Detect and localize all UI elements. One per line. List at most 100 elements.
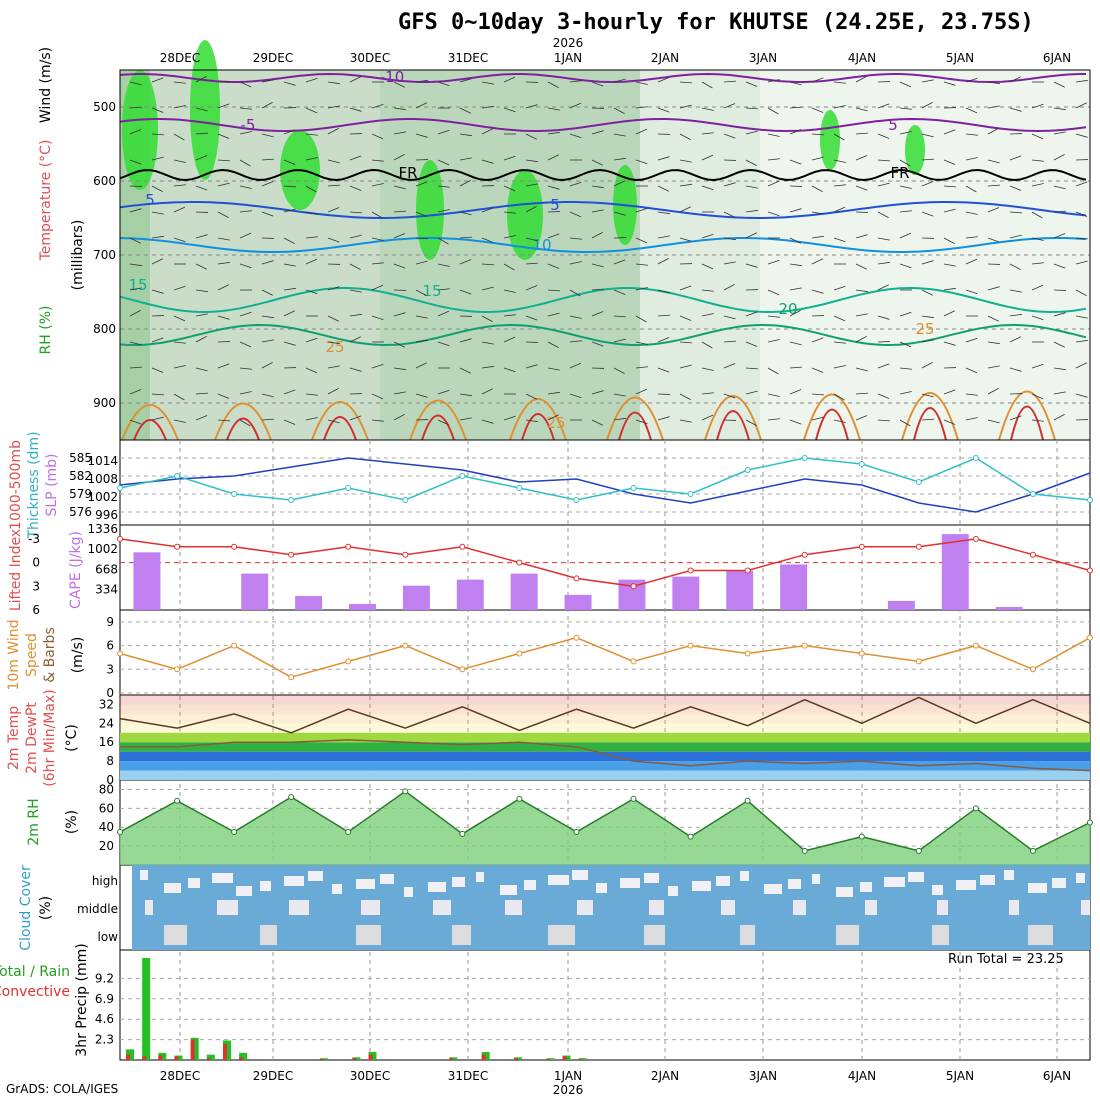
lifted-index-line-point	[459, 543, 466, 550]
rh-line-point	[744, 797, 751, 804]
wind-barb	[459, 338, 472, 343]
wind-barb	[943, 263, 956, 267]
rh-line-point	[573, 828, 580, 835]
wind-barb	[591, 185, 604, 189]
isotherm-hot-line	[716, 410, 750, 441]
isotherm-line	[119, 201, 1087, 219]
wind-barb	[569, 261, 582, 265]
temp-color-band	[120, 732, 1090, 743]
thickness-series-line-point	[516, 485, 523, 491]
contour-label: 25	[915, 320, 934, 338]
wind-barb	[283, 287, 296, 291]
cloud-gap-high	[500, 885, 517, 895]
precip-ylabel-3: Convective	[0, 984, 70, 1000]
wind-barb	[591, 232, 603, 239]
wind-barb	[1009, 313, 1022, 317]
rh-line-point	[345, 828, 352, 835]
wind-barb	[745, 232, 757, 239]
wind-barb	[217, 284, 229, 291]
wind-barb	[437, 159, 450, 166]
wind-speed-line-point	[801, 642, 808, 649]
wind-barb	[921, 211, 934, 217]
wind-barb	[261, 315, 274, 319]
wind-barb	[261, 339, 274, 343]
wind-barb	[701, 341, 713, 349]
t2m-ylabel-2: 2m DewPt	[24, 702, 40, 774]
chart-title: GFS 0~10day 3-hourly for KHUTSE (24.25E,…	[398, 10, 1034, 35]
pressure-tick-label: 800	[93, 322, 116, 336]
wind-barb	[569, 289, 581, 297]
li-tick-label: 3	[32, 579, 40, 593]
wind-barb	[899, 391, 912, 395]
wind-barb	[833, 285, 846, 291]
precip-total-bar	[239, 1052, 248, 1060]
wind-barb	[151, 77, 164, 83]
wind-barb	[481, 388, 493, 395]
wind-barb	[349, 155, 362, 161]
temp-color-band	[120, 770, 1090, 780]
wind-barb	[547, 414, 559, 421]
wind-barb	[129, 389, 142, 395]
isotherm-hot-line	[913, 407, 947, 441]
isotherm-warm-line	[901, 392, 959, 441]
wind-barb	[261, 393, 274, 398]
wind-barb	[503, 263, 515, 271]
wind-barb	[987, 388, 999, 395]
cloud-gap-middle	[289, 900, 309, 915]
wind-barb	[261, 289, 273, 296]
wind-barb	[129, 159, 142, 165]
wind-barb	[547, 81, 559, 88]
wind-barb	[459, 211, 472, 216]
cape-bar	[887, 600, 915, 610]
wind-barb	[1009, 234, 1022, 239]
wind-barb	[151, 156, 164, 161]
thickness-series-line-point	[801, 455, 808, 461]
wind-barb	[679, 104, 692, 109]
wind-barb	[679, 183, 692, 187]
wind-barb	[393, 414, 405, 421]
wind-barb	[327, 81, 340, 85]
wind-barb	[283, 419, 296, 425]
wind-barb	[261, 158, 274, 161]
wind-barb	[1031, 393, 1044, 400]
wind-barb	[129, 287, 142, 291]
wind-barb	[789, 366, 802, 369]
wind-barb	[855, 185, 868, 191]
wind-barb	[1075, 339, 1088, 343]
wind-barb	[173, 105, 186, 109]
wind-barb	[349, 185, 362, 191]
lifted-index-line-point	[1029, 551, 1036, 558]
wind-barb	[591, 209, 604, 213]
wind-barb	[459, 157, 472, 161]
wind-barb	[481, 263, 494, 266]
wind-barb	[921, 102, 933, 109]
wind-barb	[305, 289, 318, 295]
wind-barb	[173, 133, 185, 141]
rh-line-point	[1029, 847, 1036, 854]
wind-barb	[877, 393, 890, 399]
slp-tick-label: 996	[95, 508, 118, 522]
wind-barb	[481, 207, 494, 213]
isotherm-warm-line	[409, 399, 467, 441]
run-total-label: Run Total = 23.25	[948, 952, 1064, 967]
wind-barb	[943, 208, 956, 213]
wind-barb	[921, 362, 933, 369]
wind-barb	[129, 237, 141, 244]
wind-barb	[481, 81, 494, 85]
wind-barb	[1009, 155, 1022, 161]
wind-barb	[833, 237, 846, 243]
wind-barb	[855, 234, 868, 239]
wind-barb	[767, 418, 780, 421]
wind-barb	[327, 105, 340, 109]
wind-barb	[613, 315, 626, 318]
wind-barb	[415, 315, 428, 319]
wind-barb	[899, 263, 912, 269]
date-label-top: 3JAN	[749, 51, 777, 65]
wind-barb	[481, 128, 493, 135]
wind-barb	[965, 417, 978, 421]
wind-barb	[591, 341, 604, 347]
wind-barb	[723, 393, 736, 399]
cloud-gap-low	[740, 925, 755, 945]
wind-barb	[613, 259, 626, 265]
wind-speed-line-point	[972, 642, 979, 649]
